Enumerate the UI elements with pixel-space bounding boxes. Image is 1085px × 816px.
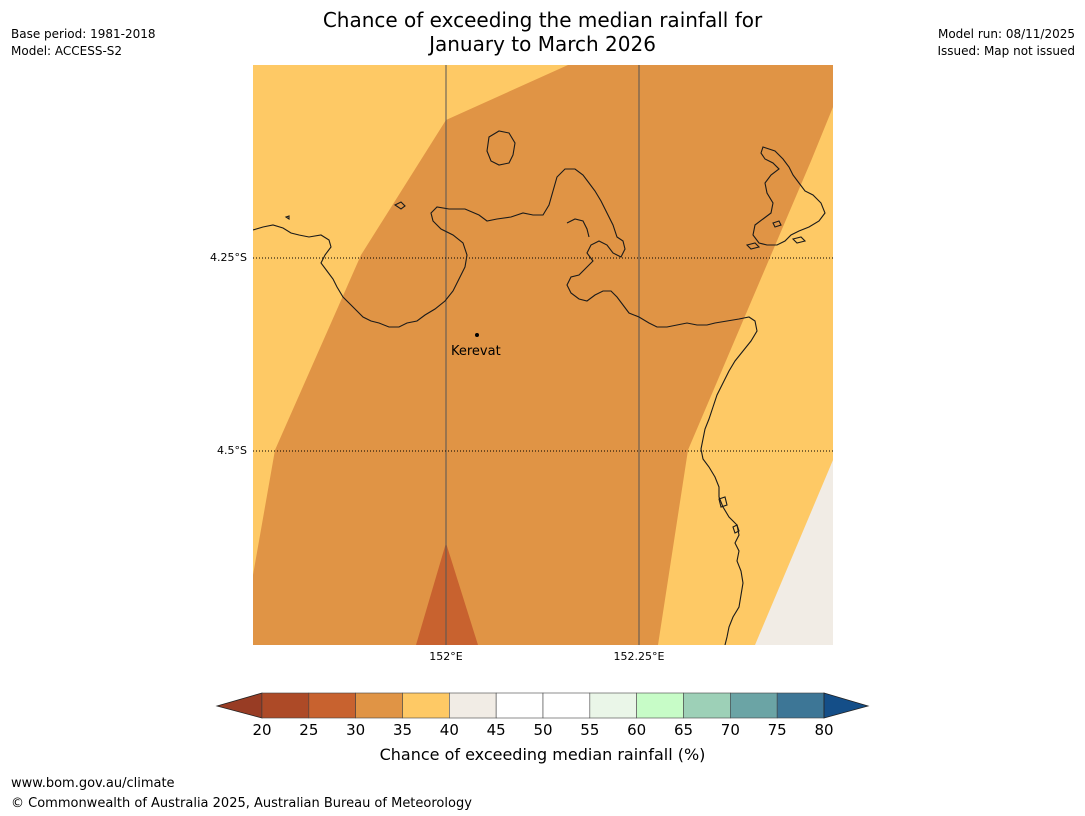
coastline (253, 146, 826, 645)
footer-copyright: © Commonwealth of Australia 2025, Austra… (11, 796, 472, 811)
lat-label-4-25: 4.25°S (210, 251, 247, 264)
colorbar-tick-label: 45 (487, 721, 506, 739)
colorbar-tick-label: 75 (768, 721, 787, 739)
meta-right: Model run: 08/11/2025 Issued: Map not is… (937, 26, 1075, 60)
island-east-2 (791, 236, 807, 244)
kerevat-label: Kerevat (451, 344, 501, 359)
islands (284, 130, 807, 534)
colorbar-segment (449, 692, 497, 719)
colorbar-tick-label: 50 (533, 721, 552, 739)
footer-url[interactable]: www.bom.gov.au/climate (11, 776, 175, 791)
island-east-1 (745, 242, 761, 250)
colorbar-segment (355, 692, 403, 719)
colorbar-tick-label: 25 (299, 721, 318, 739)
colorbar-segment (730, 692, 778, 719)
coastline-bay-inner (566, 218, 590, 238)
colorbar-under-arrow (215, 692, 263, 719)
colorbar-title: Chance of exceeding median rainfall (%) (379, 745, 706, 764)
lat-label-4-5: 4.5°S (217, 444, 247, 457)
issued-status: Issued: Map not issued (937, 44, 1075, 58)
meta-left: Base period: 1981-2018 Model: ACCESS-S2 (11, 26, 156, 60)
island-small-2 (284, 215, 290, 221)
rainfall-map[interactable]: Kerevat (253, 65, 833, 645)
island-small-1 (393, 201, 406, 210)
colorbar-over-arrow (823, 692, 870, 719)
colorbar-segment (308, 692, 356, 719)
colorbar-tick-label: 40 (440, 721, 459, 739)
region-40-45 (755, 460, 833, 645)
lon-label-152-25: 152.25°E (613, 650, 665, 663)
region-30-35 (253, 65, 833, 645)
colorbar-segment (589, 692, 637, 719)
lon-label-152: 152°E (429, 650, 463, 663)
colorbar: 20 25 30 35 40 45 50 55 60 65 70 75 80 (215, 692, 870, 739)
model-name: Model: ACCESS-S2 (11, 44, 123, 58)
colorbar-tick-label: 70 (721, 721, 740, 739)
title-line-1: Chance of exceeding the median rainfall … (322, 8, 763, 32)
kerevat-marker[interactable] (475, 333, 479, 337)
colorbar-segment (776, 692, 825, 719)
colorbar-tick-label: 35 (393, 721, 412, 739)
coastline-east-peninsula (752, 146, 826, 246)
island-south-2 (732, 524, 740, 534)
island-east-3 (772, 220, 782, 228)
colorbar-segments (261, 692, 825, 719)
model-run: Model run: 08/11/2025 (937, 27, 1075, 41)
colorbar-segment (402, 692, 450, 719)
map-title: Chance of exceeding the median rainfall … (200, 8, 885, 56)
island-south-1 (718, 496, 728, 508)
colorbar-tick-label: 30 (346, 721, 365, 739)
colorbar-segment (542, 692, 591, 719)
title-line-2: January to March 2026 (429, 32, 656, 56)
colorbar-tick-label: 55 (580, 721, 599, 739)
colorbar-tick-label: 60 (627, 721, 646, 739)
colorbar-segment (495, 692, 544, 719)
colorbar-segment (683, 692, 731, 719)
colorbar-segment (261, 692, 310, 719)
colorbar-ticks: 20 25 30 35 40 45 50 55 60 65 70 75 80 (252, 721, 833, 739)
island-north (486, 130, 516, 166)
coastline-main (253, 168, 758, 645)
colorbar-tick-label: 80 (814, 721, 833, 739)
colorbar-segment (636, 692, 684, 719)
base-period: Base period: 1981-2018 (11, 27, 156, 41)
region-25-30 (416, 543, 478, 645)
colorbar-tick-label: 65 (674, 721, 693, 739)
colorbar-tick-label: 20 (252, 721, 271, 739)
